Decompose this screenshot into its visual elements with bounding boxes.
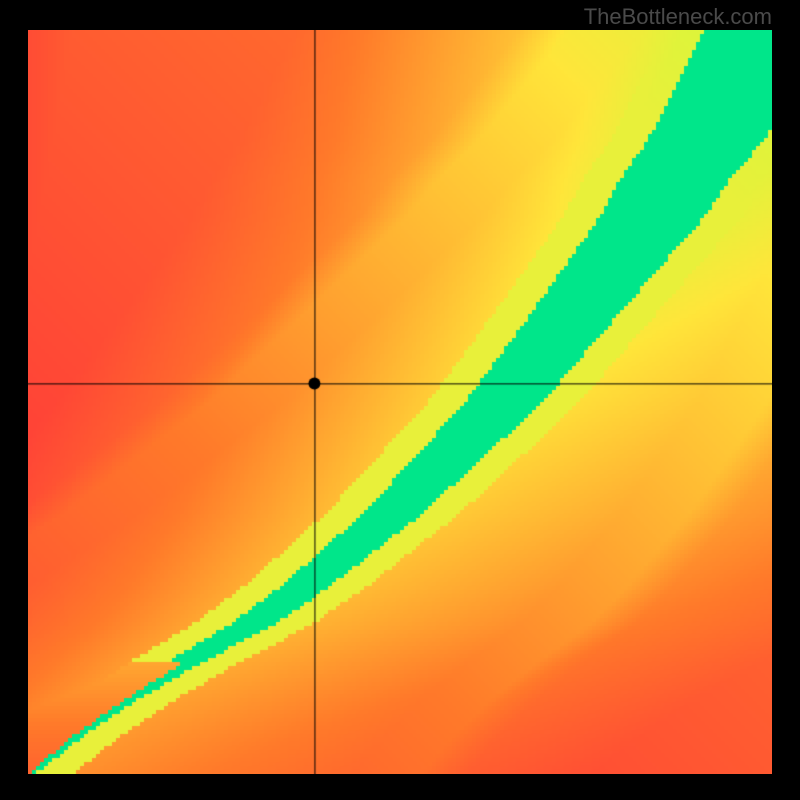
chart-container: TheBottleneck.com xyxy=(0,0,800,800)
bottleneck-heatmap xyxy=(28,30,772,774)
watermark-text: TheBottleneck.com xyxy=(584,4,772,30)
